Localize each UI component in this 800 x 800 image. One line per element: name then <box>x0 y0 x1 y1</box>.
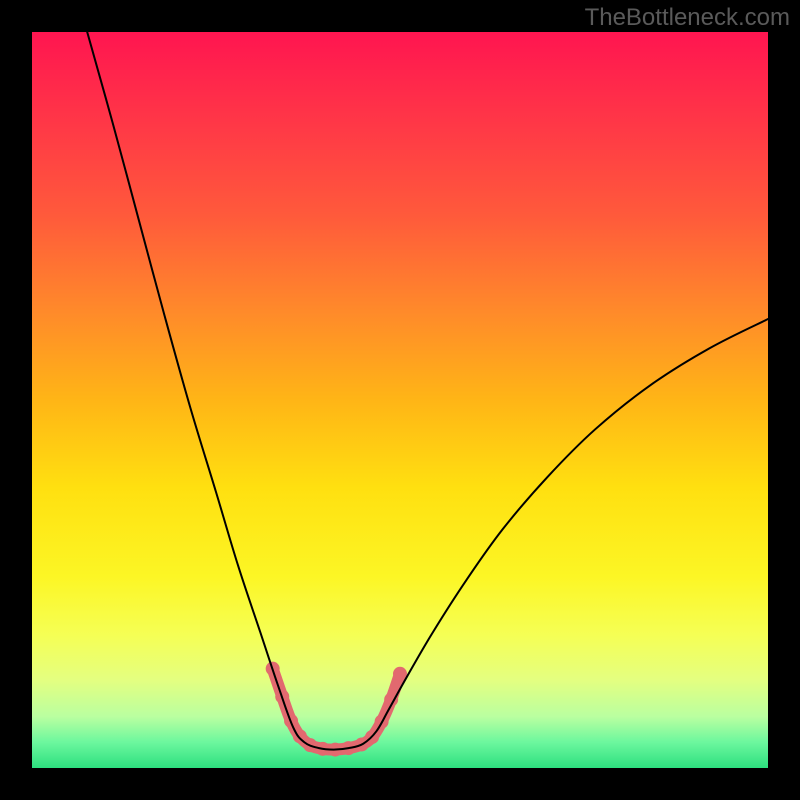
watermark-text: TheBottleneck.com <box>585 4 790 32</box>
chart-stage: TheBottleneck.com <box>0 0 800 800</box>
plot-area <box>32 32 768 768</box>
gradient-background <box>32 32 768 768</box>
plot-svg <box>32 32 768 768</box>
